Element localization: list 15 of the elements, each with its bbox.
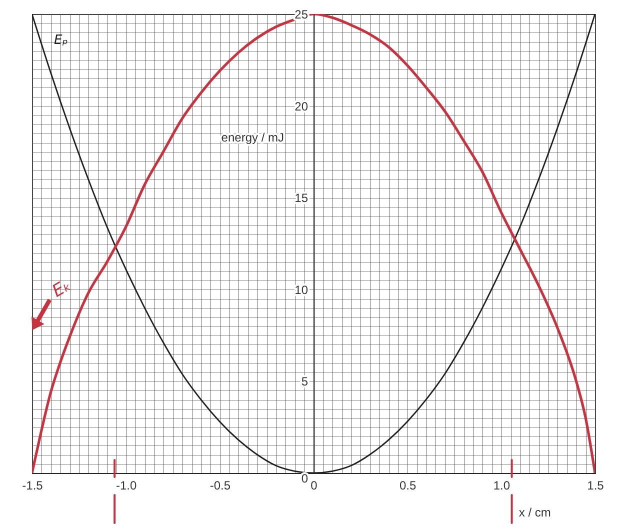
x-axis-title: x / cm (518, 506, 551, 520)
y-tick-label: 15 (294, 191, 308, 206)
y-tick-label: 10 (294, 282, 308, 297)
y-axis-title: energy / mJ (221, 130, 284, 145)
series-label: Eₚ (54, 33, 68, 48)
x-tick-label: -1.5 (22, 478, 44, 492)
x-tick-label: -0.5 (210, 478, 231, 492)
y-tick-label: 5 (301, 374, 308, 389)
x-tick-label: 0.5 (399, 478, 416, 492)
text: Eₖ (49, 275, 75, 302)
x-tick-label: 0 (310, 478, 318, 492)
x-tick-label: 1.5 (587, 478, 604, 492)
x-tick-label: 1.0 (493, 478, 510, 492)
y-tick-label: 20 (294, 99, 308, 114)
x-tick-label: -1.0 (116, 478, 137, 492)
